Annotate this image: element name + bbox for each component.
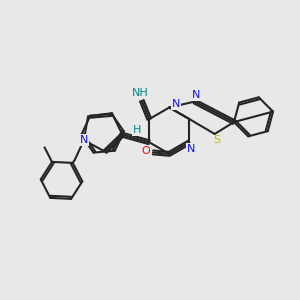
Text: O: O: [141, 146, 150, 156]
Text: N: N: [80, 135, 88, 145]
Text: N: N: [172, 99, 180, 109]
Text: N: N: [192, 90, 200, 100]
Text: N: N: [187, 144, 195, 154]
Text: S: S: [214, 136, 220, 146]
Text: H: H: [133, 125, 142, 135]
Text: NH: NH: [132, 88, 149, 98]
